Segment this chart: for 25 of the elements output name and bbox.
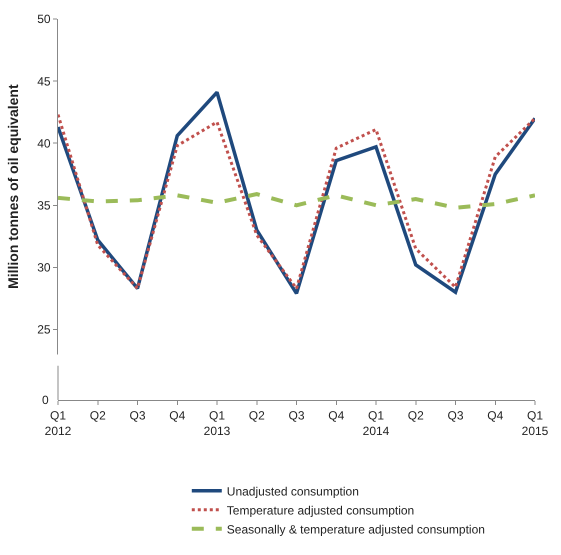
legend-label: Unadjusted consumption bbox=[226, 484, 359, 498]
y-tick-label: 45 bbox=[37, 74, 51, 88]
x-tick-label: Q2 bbox=[408, 408, 424, 422]
x-tick-label: Q4 bbox=[328, 408, 345, 422]
line-series bbox=[58, 192, 535, 210]
text: 0 bbox=[42, 393, 49, 407]
x-tick-label: Q2 bbox=[248, 408, 266, 422]
x-tick-label: Q1 2014 bbox=[362, 408, 390, 438]
x-tick-label: Q4 bbox=[487, 408, 504, 422]
x-tick-label: Q2 bbox=[90, 408, 106, 422]
x-tick-label: Q4 bbox=[169, 408, 186, 422]
legend-label: Temperature adjusted consumption bbox=[226, 503, 414, 518]
legend-label: Seasonally & temperature adjusted consumption bbox=[226, 522, 485, 536]
y-axis-title: Million tonnes of oil equivalent bbox=[4, 84, 21, 289]
x-tick-label: Q3 bbox=[447, 408, 464, 422]
y-tick-label: 25 bbox=[37, 322, 51, 337]
x-tick-label: Q3 bbox=[288, 408, 305, 422]
x-tick-label: Q1 2015 bbox=[522, 408, 549, 438]
x-tick-label: Q3 bbox=[129, 408, 146, 422]
y-tick-label: 50 bbox=[37, 12, 51, 26]
y-tick-label: 40 bbox=[37, 136, 51, 150]
x-tick-label: Q1 2013 bbox=[204, 408, 231, 438]
y-tick-label: 35 bbox=[37, 198, 51, 212]
y-tick-label: 30 bbox=[37, 260, 51, 275]
x-tick-label: Q1 2012 bbox=[44, 408, 72, 438]
